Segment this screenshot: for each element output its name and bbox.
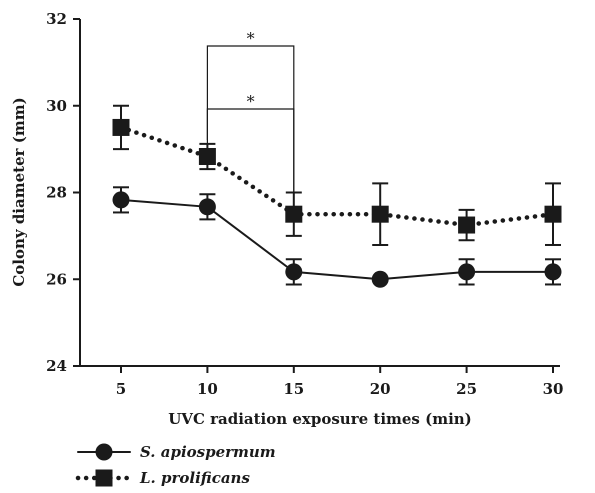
x-tick-label: 25 xyxy=(456,380,477,398)
significance-annotations: ** xyxy=(206,29,295,208)
data-point xyxy=(371,270,389,288)
data-point xyxy=(112,191,130,209)
x-axis-label: UVC radiation exposure times (min) xyxy=(168,410,472,428)
x-tick-label: 15 xyxy=(283,380,304,398)
legend-item: S. apiospermum xyxy=(77,443,276,461)
y-tick-label: 32 xyxy=(46,10,67,28)
legend-label: L. prolificans xyxy=(139,469,250,487)
x-tick-label: 30 xyxy=(543,380,564,398)
data-point xyxy=(285,263,303,281)
significance-star: * xyxy=(247,29,255,48)
legend-label: S. apiospermum xyxy=(140,443,276,461)
x-tick-label: 5 xyxy=(116,380,126,398)
x-axis-ticks: 5 10 15 20 25 30 xyxy=(116,366,564,398)
significance-bracket xyxy=(206,108,295,208)
data-point xyxy=(285,205,303,223)
data-point xyxy=(371,205,389,223)
significance-bracket xyxy=(206,45,295,208)
data-point xyxy=(544,205,562,223)
significance-star: * xyxy=(247,92,255,111)
data-point xyxy=(544,263,562,281)
x-tick-label: 20 xyxy=(370,380,391,398)
series-square xyxy=(112,104,562,246)
y-tick-label: 28 xyxy=(46,184,67,202)
legend-marker-circle xyxy=(95,443,113,461)
data-point xyxy=(112,118,130,136)
data-point xyxy=(198,198,216,216)
y-axis-label: Colony diameter (mm) xyxy=(10,97,28,286)
series-line xyxy=(118,125,556,228)
y-tick-label: 24 xyxy=(46,357,67,375)
series-line xyxy=(120,198,554,281)
legend-marker-square xyxy=(95,469,113,487)
series-layer xyxy=(112,104,562,288)
y-tick-label: 26 xyxy=(46,270,67,288)
data-point xyxy=(198,147,216,165)
series-circle xyxy=(112,186,562,288)
legend-item: L. prolificans xyxy=(75,469,250,487)
y-axis-ticks: 24 26 28 30 32 xyxy=(46,10,80,375)
legend: S. apiospermum L. prolificans xyxy=(75,443,276,487)
data-point xyxy=(458,263,476,281)
x-tick-label: 10 xyxy=(197,380,218,398)
chart-frame xyxy=(79,19,560,367)
data-point xyxy=(458,216,476,234)
y-tick-label: 30 xyxy=(46,97,67,115)
